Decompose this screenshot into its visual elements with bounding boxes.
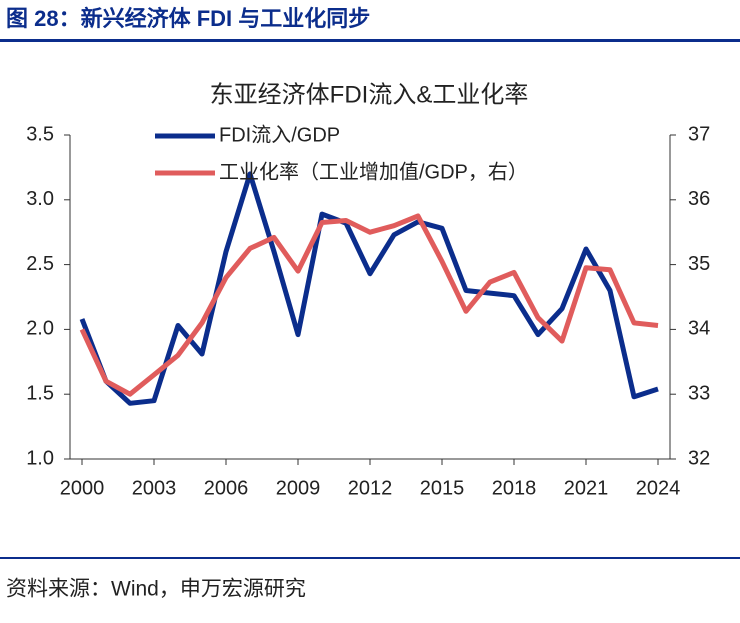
y-tick-label: 2.0	[26, 318, 54, 340]
y2-tick-label: 35	[688, 253, 710, 275]
x-tick-label: 2021	[564, 477, 609, 499]
legend-label: FDI流入/GDP	[219, 123, 340, 146]
x-tick-label: 2015	[420, 477, 465, 499]
y-tick-label: 3.5	[26, 123, 54, 145]
y-tick-label: 1.0	[26, 447, 54, 469]
chart-title: 东亚经济体FDI流入&工业化率	[210, 81, 529, 108]
y2-tick-label: 37	[688, 123, 710, 145]
legend-label: 工业化率（工业增加值/GDP，右）	[219, 160, 528, 183]
y-tick-label: 2.5	[26, 253, 54, 275]
series-line	[79, 213, 659, 397]
x-tick-label: 2009	[276, 477, 321, 499]
y2-tick-label: 33	[688, 382, 710, 404]
x-tick-label: 2018	[492, 477, 537, 499]
x-tick-label: 2003	[132, 477, 177, 499]
x-tick-label: 2024	[636, 477, 681, 499]
header-rule	[0, 39, 740, 42]
x-tick-label: 2006	[204, 477, 249, 499]
y2-tick-label: 32	[688, 447, 710, 469]
source-note: 资料来源：Wind，申万宏源研究	[6, 578, 306, 601]
footer-rule	[0, 557, 740, 559]
figure-title: 图 28：新兴经济体 FDI 与工业化同步	[6, 6, 370, 31]
x-tick-label: 2000	[60, 477, 105, 499]
y-tick-label: 1.5	[26, 382, 54, 404]
y2-tick-label: 36	[688, 188, 710, 210]
y-tick-label: 3.0	[26, 188, 54, 210]
series-line	[79, 171, 659, 406]
x-tick-label: 2012	[348, 477, 393, 499]
y2-tick-label: 34	[688, 318, 710, 340]
